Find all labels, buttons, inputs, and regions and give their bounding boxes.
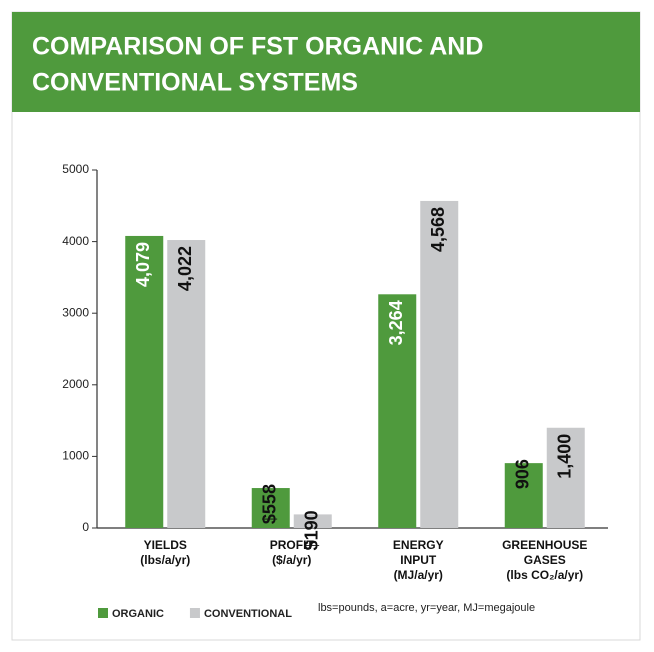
value-label: 1,400 <box>555 434 575 479</box>
y-tick-label: 1000 <box>62 449 89 463</box>
x-tick-label: GREENHOUSE <box>502 538 587 552</box>
x-tick-label: (lbs/a/yr) <box>140 553 190 567</box>
legend-swatch <box>98 608 108 618</box>
x-tick-label: YIELDS <box>144 538 187 552</box>
value-label: 3,264 <box>386 300 406 345</box>
bar <box>420 200 459 528</box>
chart-title: COMPARISON OF FST ORGANIC AND <box>32 33 483 61</box>
bar <box>504 463 543 528</box>
x-tick-label: GASES <box>524 553 566 567</box>
legend-label: ORGANIC <box>112 608 164 620</box>
value-label: $558 <box>260 484 280 524</box>
x-tick-label: (MJ/a/yr) <box>394 568 443 582</box>
y-tick-label: 2000 <box>62 377 89 391</box>
panel <box>11 11 641 641</box>
bar <box>125 235 164 528</box>
bar <box>293 514 332 528</box>
value-label: 906 <box>513 459 533 489</box>
x-tick-label: ($/a/yr) <box>272 553 311 567</box>
y-tick-label: 3000 <box>62 305 89 319</box>
x-tick-label: PROFIT <box>270 538 315 552</box>
value-label: $190 <box>302 510 322 550</box>
legend-swatch <box>189 608 200 618</box>
bar <box>546 427 585 528</box>
y-tick-label: 5000 <box>62 162 89 176</box>
bar <box>378 294 417 528</box>
x-tick-label: (lbs CO₂/a/yr) <box>506 568 583 582</box>
legend-label: CONVENTIONAL <box>204 608 292 620</box>
note: lbs=pounds, a=acre, yr=year, MJ=megajoul… <box>318 602 535 614</box>
value-label: 4,568 <box>428 207 448 252</box>
value-label: 4,022 <box>175 246 195 291</box>
y-tick-label: 0 <box>82 520 89 534</box>
header <box>12 12 640 112</box>
x-tick-label: INPUT <box>400 553 437 567</box>
chart-title: CONVENTIONAL SYSTEMS <box>32 69 358 97</box>
y-tick-label: 4000 <box>62 234 89 248</box>
bar <box>167 240 206 529</box>
value-label: 4,079 <box>133 242 153 287</box>
x-tick-label: ENERGY <box>393 538 444 552</box>
bar <box>251 488 290 528</box>
